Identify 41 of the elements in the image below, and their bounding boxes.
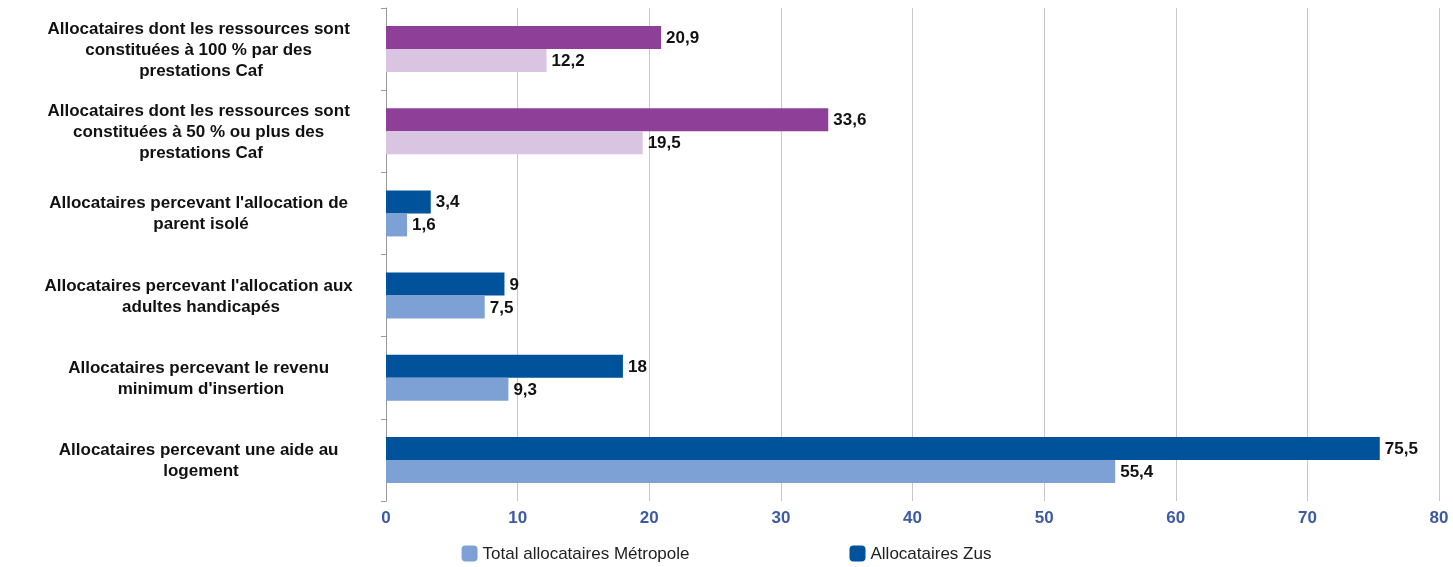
x-tick-label: 20 bbox=[639, 508, 659, 527]
bar bbox=[386, 131, 643, 155]
data-label: 33,6 bbox=[833, 110, 867, 130]
data-label: 18 bbox=[627, 356, 647, 376]
data-label: 75,5 bbox=[1384, 438, 1418, 458]
data-label: 1,6 bbox=[412, 215, 436, 235]
x-tick-label: 30 bbox=[771, 508, 791, 527]
y-tick-label: Allocataires percevant l'allocation aux adultes handicapés bbox=[44, 275, 358, 316]
bar bbox=[386, 436, 1380, 460]
bar bbox=[386, 354, 623, 378]
bar bbox=[386, 190, 431, 214]
x-tick-label: 40 bbox=[903, 508, 922, 527]
x-tick-label: 50 bbox=[1034, 508, 1054, 527]
data-label: 19,5 bbox=[647, 133, 681, 153]
data-label: 9,3 bbox=[513, 379, 538, 399]
x-tick-label: 10 bbox=[508, 508, 528, 527]
y-tick-label: Allocataires percevant le revenu minimum d'insertion bbox=[68, 357, 334, 398]
x-tick-label: 0 bbox=[381, 508, 391, 527]
bar bbox=[386, 108, 829, 132]
legend-label: Allocataires Zus bbox=[870, 544, 992, 563]
data-label: 3,4 bbox=[435, 192, 460, 212]
bar bbox=[386, 272, 505, 296]
bar bbox=[386, 213, 408, 237]
x-tick-label: 60 bbox=[1166, 508, 1186, 527]
data-label: 55,4 bbox=[1120, 461, 1154, 481]
data-label: 20,9 bbox=[666, 28, 700, 48]
x-tick-label: 80 bbox=[1429, 508, 1449, 527]
bar bbox=[386, 377, 509, 401]
data-label: 12,2 bbox=[551, 51, 585, 71]
y-tick-label: Allocataires percevant une aide au logement bbox=[58, 439, 344, 480]
data-label: 9 bbox=[509, 274, 519, 294]
y-tick-label: Allocataires percevant l'allocation de parent isolé bbox=[49, 193, 353, 234]
legend-label: Total allocataires Métropole bbox=[482, 544, 690, 563]
y-tick-label: Allocataires dont les ressources sont constituées à 100 % par des prestations Caf bbox=[47, 18, 355, 80]
data-label: 7,5 bbox=[489, 297, 514, 317]
bar bbox=[386, 49, 547, 73]
y-tick-label: Allocataires dont les ressources sont constituées à 50 % ou plus des prestations Caf bbox=[47, 100, 355, 162]
bar bbox=[386, 295, 485, 319]
x-tick-label: 70 bbox=[1297, 508, 1317, 527]
bar bbox=[386, 459, 1116, 483]
bar bbox=[386, 26, 662, 50]
